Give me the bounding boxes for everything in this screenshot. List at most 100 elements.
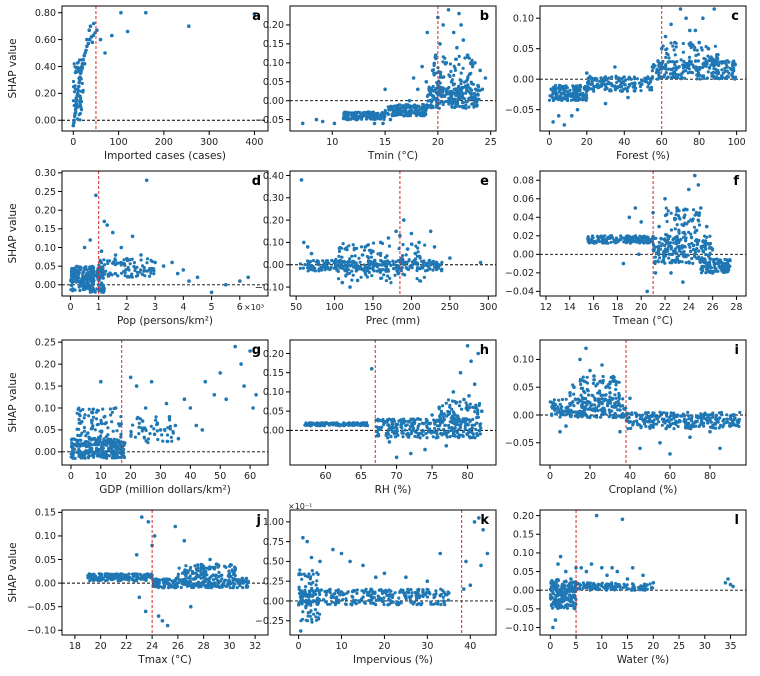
data-point — [446, 429, 450, 433]
data-point — [325, 266, 329, 270]
data-point — [450, 104, 454, 109]
data-point — [721, 419, 725, 423]
data-point — [372, 121, 377, 126]
data-point — [682, 215, 686, 219]
data-point — [389, 263, 393, 267]
data-point — [182, 538, 187, 543]
data-point — [387, 440, 392, 444]
data-point — [383, 108, 387, 113]
points-b — [300, 8, 488, 126]
data-point — [133, 572, 137, 576]
data-point — [145, 261, 149, 265]
data-point — [450, 407, 454, 411]
data-point — [575, 84, 579, 88]
data-point — [233, 574, 237, 578]
data-point — [439, 409, 444, 413]
data-point — [634, 86, 638, 90]
data-point — [333, 263, 337, 267]
data-point — [577, 96, 581, 100]
x-tick-label: 15 — [379, 137, 391, 148]
data-point — [170, 579, 174, 583]
data-point — [726, 75, 730, 79]
data-point — [72, 121, 76, 125]
data-point — [369, 255, 374, 259]
data-point — [306, 259, 310, 263]
data-point — [725, 64, 729, 69]
data-point — [442, 417, 446, 421]
data-point — [438, 42, 442, 46]
data-point — [77, 80, 81, 85]
data-point — [130, 234, 135, 239]
data-point — [557, 97, 561, 101]
data-point — [453, 91, 457, 95]
data-point — [425, 94, 430, 98]
data-point — [77, 113, 81, 117]
data-point — [451, 97, 455, 101]
data-point — [353, 264, 357, 268]
data-point — [341, 266, 345, 270]
data-point — [227, 571, 232, 576]
data-point — [91, 21, 96, 26]
data-point — [697, 249, 701, 253]
data-point — [655, 415, 659, 419]
data-point — [341, 242, 345, 246]
data-point — [608, 395, 612, 399]
data-point — [420, 110, 424, 114]
data-point — [477, 403, 481, 408]
data-point — [614, 405, 618, 409]
plot-frame — [289, 170, 497, 297]
y-tick-label: 0.60 — [35, 35, 56, 46]
data-point — [413, 261, 417, 265]
data-point — [629, 426, 633, 430]
data-point — [224, 397, 228, 402]
data-point — [86, 41, 91, 46]
data-point — [701, 239, 706, 243]
data-point — [711, 415, 715, 419]
data-point — [310, 421, 315, 425]
data-point — [91, 411, 95, 415]
data-point — [440, 95, 444, 99]
data-point — [106, 575, 110, 579]
x-tick-label: 28 — [730, 302, 742, 313]
data-point — [152, 427, 156, 431]
data-point — [701, 249, 705, 253]
data-point — [128, 375, 133, 380]
data-point — [350, 278, 354, 282]
data-point — [578, 84, 583, 88]
data-point — [644, 411, 648, 415]
data-point — [618, 84, 622, 88]
data-point — [390, 422, 395, 426]
data-point — [450, 101, 454, 105]
data-point — [550, 87, 554, 91]
data-point — [437, 264, 441, 268]
x-tick-label: 30 — [223, 641, 235, 652]
x-tick-label: 3 — [152, 302, 158, 313]
data-point — [404, 253, 408, 257]
data-point — [233, 565, 237, 569]
data-point — [442, 75, 446, 79]
data-point — [136, 273, 140, 277]
data-point — [86, 270, 90, 275]
data-point — [650, 88, 654, 92]
data-point — [102, 456, 106, 460]
data-point — [101, 266, 105, 270]
data-point — [708, 66, 712, 70]
data-point — [470, 423, 474, 427]
data-point — [300, 121, 305, 126]
data-point — [362, 423, 366, 427]
data-point — [315, 259, 319, 263]
data-point — [460, 407, 464, 411]
data-point — [81, 280, 85, 284]
y-tick-label: 0.05 — [513, 383, 534, 394]
data-point — [614, 379, 618, 384]
data-point — [101, 446, 105, 450]
data-point — [123, 263, 127, 268]
data-point — [672, 411, 676, 415]
data-point — [477, 429, 481, 433]
data-point — [400, 426, 404, 430]
data-point — [692, 424, 696, 429]
data-point — [580, 396, 585, 400]
data-point — [83, 284, 87, 288]
data-point — [406, 111, 410, 115]
data-point — [611, 379, 615, 383]
